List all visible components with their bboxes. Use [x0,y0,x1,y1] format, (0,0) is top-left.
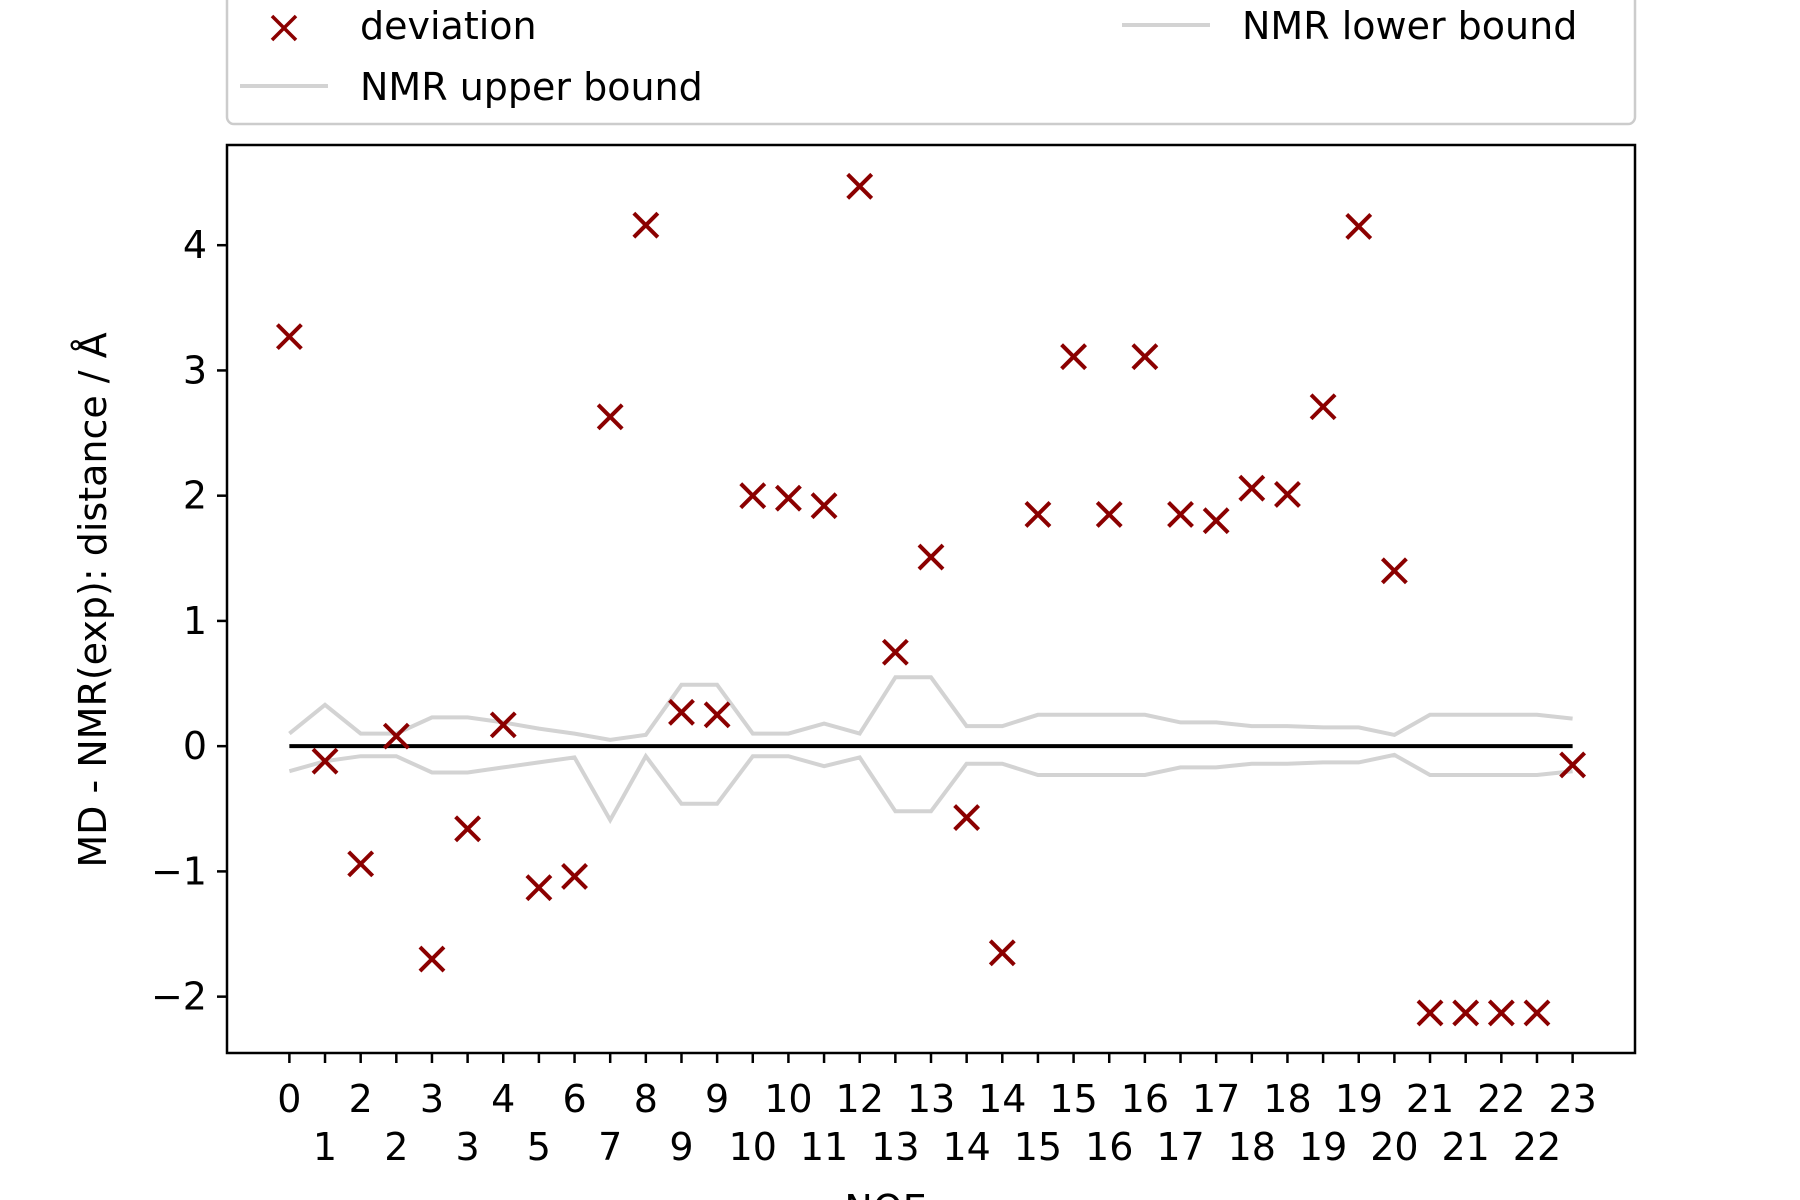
x-tick-label: 0 [277,1077,301,1121]
deviation-point [1309,393,1337,421]
x-tick-label: 17 [1156,1125,1204,1169]
x-tick-label: 20 [1370,1125,1418,1169]
x-tick-label: 14 [942,1125,990,1169]
deviation-point [739,482,767,510]
x-tick-label: 23 [1548,1077,1596,1121]
deviation-point [1452,999,1480,1027]
deviation-point [810,492,838,520]
x-tick-label: 8 [634,1077,658,1121]
deviation-point [311,747,339,775]
y-tick-label: 1 [183,599,207,643]
deviation-point [1095,501,1123,528]
deviation-point [1024,501,1052,528]
deviation-markers [275,172,1587,1027]
deviation-point [1380,557,1408,585]
x-tick-label: 11 [800,1125,848,1169]
deviation-point [454,815,482,843]
deviation-point [775,484,802,512]
legend-label-deviation: deviation [360,4,537,48]
x-tick-label: 14 [978,1077,1026,1121]
x-tick-label: 13 [907,1077,955,1121]
deviation-point [846,172,874,200]
x-tick-label: 17 [1192,1077,1240,1121]
x-tick-label: 16 [1121,1077,1169,1121]
x-tick-label: 12 [836,1077,884,1121]
x-axis-ticks: 0122334567899101011121313141415151616171… [277,1053,1597,1169]
y-tick-label: 2 [183,474,207,518]
x-tick-label: 9 [669,1125,693,1169]
deviation-point [1060,343,1087,371]
deviation-point [1487,999,1515,1027]
deviation-point [418,945,446,973]
deviation-point [632,211,660,239]
x-tick-label: 18 [1228,1125,1276,1169]
x-tick-label: 3 [420,1077,444,1121]
deviation-point [1523,999,1551,1027]
deviation-point [347,850,375,878]
x-tick-label: 16 [1085,1125,1133,1169]
deviation-point [917,543,945,571]
x-tick-label: 18 [1263,1077,1311,1121]
x-tick-label: 19 [1335,1077,1383,1121]
x-tick-label: 5 [527,1125,551,1169]
x-tick-label: 21 [1442,1125,1490,1169]
x-tick-label: 2 [349,1077,373,1121]
deviation-point [1167,501,1194,528]
x-tick-label: 6 [562,1077,586,1121]
deviation-point [703,701,731,729]
x-tick-label: 3 [456,1125,480,1169]
y-tick-label: −2 [151,975,207,1019]
y-axis-label: MD - NMR(exp): distance / Å [71,332,115,867]
deviation-point [596,403,624,431]
deviation-point [489,711,517,739]
x-tick-label: 10 [729,1125,777,1169]
legend-frame [225,0,1637,126]
x-tick-label: 10 [764,1077,812,1121]
deviation-point [525,874,553,902]
x-tick-label: 7 [598,1125,622,1169]
deviation-point [382,722,410,750]
x-tick-label: 2 [384,1125,408,1169]
x-tick-label: 15 [1049,1077,1097,1121]
y-axis-ticks: −2 −1 0 1 2 3 4 [151,223,227,1019]
x-tick-label: 9 [705,1077,729,1121]
x-tick-label: 4 [491,1077,515,1121]
deviation-point [1345,212,1373,240]
deviation-point [1416,999,1444,1027]
deviation-point [1238,474,1266,502]
x-tick-label: 22 [1513,1125,1561,1169]
legend-label-lower-bound: NMR lower bound [1242,4,1577,48]
deviation-point [988,939,1016,967]
x-tick-label: 1 [313,1125,337,1169]
legend-label-upper-bound: NMR upper bound [360,65,703,109]
deviation-point [1559,751,1587,779]
deviation-point [1131,343,1159,371]
x-tick-label: 15 [1014,1125,1062,1169]
y-tick-label: 4 [183,223,207,267]
nmr-lower-bound-line [288,752,1573,825]
legend-deviation-marker [270,14,298,42]
deviation-point [668,698,695,726]
deviation-point [275,323,303,351]
legend: deviation NMR lower bound NMR upper boun… [225,0,1637,126]
y-tick-label: 3 [183,348,207,392]
y-tick-label: −1 [151,849,207,893]
plot-area [227,145,1635,1053]
deviation-point [561,862,588,890]
x-tick-label: 13 [871,1125,919,1169]
x-tick-label: 19 [1299,1125,1347,1169]
x-axis-label: NOE no. [844,1187,997,1200]
x-tick-label: 22 [1477,1077,1525,1121]
deviation-point [1274,481,1301,508]
deviation-point [881,638,909,666]
deviation-point [953,804,981,831]
y-tick-label: 0 [183,724,207,768]
deviation-point [1202,507,1230,535]
x-tick-label: 21 [1406,1077,1454,1121]
